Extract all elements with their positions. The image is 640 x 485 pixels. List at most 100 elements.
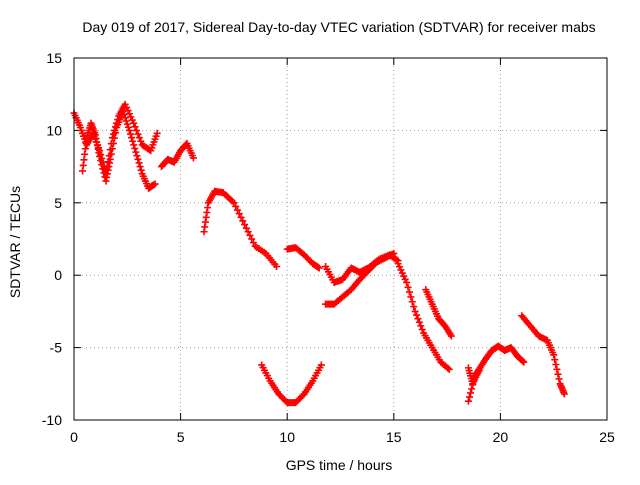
data-point bbox=[121, 114, 129, 122]
data-point bbox=[131, 145, 139, 152]
data-point bbox=[153, 129, 161, 137]
data-point bbox=[475, 367, 483, 375]
data-point bbox=[445, 365, 453, 373]
series-seg3 bbox=[157, 139, 197, 171]
data-point bbox=[417, 322, 425, 330]
data-point bbox=[112, 129, 120, 137]
data-point bbox=[447, 332, 455, 340]
data-point bbox=[151, 180, 159, 188]
data-point bbox=[398, 269, 406, 277]
data-point bbox=[98, 161, 106, 169]
data-point bbox=[404, 283, 412, 291]
data-point bbox=[519, 357, 527, 365]
data-point bbox=[119, 108, 127, 116]
data-point bbox=[244, 228, 252, 236]
data-point bbox=[109, 139, 117, 147]
data-point bbox=[317, 361, 325, 369]
data-point bbox=[133, 152, 141, 160]
data-point bbox=[401, 275, 409, 283]
data-point bbox=[124, 107, 132, 115]
data-point bbox=[239, 217, 247, 225]
data-point bbox=[411, 307, 419, 315]
data-point bbox=[249, 239, 257, 247]
data-point bbox=[552, 360, 560, 368]
data-point bbox=[232, 202, 240, 210]
data-point bbox=[233, 206, 241, 214]
data-point bbox=[133, 126, 141, 134]
data-point bbox=[128, 116, 136, 124]
series-seg11 bbox=[464, 342, 528, 405]
data-point bbox=[128, 134, 136, 142]
y-tick-label: 0 bbox=[54, 267, 62, 283]
data-point bbox=[408, 298, 416, 306]
data-point bbox=[414, 315, 422, 323]
x-tick-label: 10 bbox=[279, 429, 295, 445]
data-point bbox=[403, 278, 411, 286]
data-point bbox=[248, 235, 256, 243]
data-point bbox=[553, 365, 561, 373]
data-point bbox=[468, 385, 476, 393]
data-point bbox=[405, 288, 413, 296]
series-seg12 bbox=[464, 364, 483, 388]
data-point bbox=[121, 100, 129, 108]
data-point bbox=[99, 165, 107, 173]
y-axis-label: SDTVAR / TECUs bbox=[7, 186, 23, 298]
data-point bbox=[125, 126, 133, 134]
data-point bbox=[100, 169, 108, 177]
data-point bbox=[106, 155, 114, 163]
data-point bbox=[123, 103, 131, 111]
data-point bbox=[135, 159, 143, 167]
data-point bbox=[130, 141, 138, 149]
data-point bbox=[189, 154, 197, 162]
data-point bbox=[134, 155, 142, 163]
data-point bbox=[551, 356, 559, 364]
x-tick-label: 20 bbox=[493, 429, 509, 445]
series-seg7 bbox=[322, 249, 398, 308]
data-point bbox=[464, 397, 472, 405]
data-point bbox=[465, 393, 473, 401]
data-point bbox=[137, 137, 145, 145]
x-axis-label: GPS time / hours bbox=[286, 457, 393, 473]
data-point bbox=[390, 249, 398, 257]
x-tick-label: 25 bbox=[599, 429, 615, 445]
data-point bbox=[137, 166, 145, 174]
data-point bbox=[520, 358, 528, 366]
data-point bbox=[413, 311, 421, 319]
data-point bbox=[131, 123, 139, 131]
plot-frame bbox=[73, 57, 608, 421]
data-point bbox=[554, 370, 562, 378]
y-tick-label: 5 bbox=[54, 195, 62, 211]
data-point bbox=[130, 119, 138, 127]
series-seg8 bbox=[394, 260, 453, 373]
data-point bbox=[134, 130, 142, 138]
x-tick-label: 0 bbox=[70, 429, 78, 445]
data-point bbox=[97, 157, 105, 165]
data-point bbox=[299, 391, 307, 399]
chart-title: Day 019 of 2017, Sidereal Day-to-day VTE… bbox=[82, 19, 595, 35]
data-point bbox=[107, 150, 115, 158]
data-point bbox=[415, 318, 423, 326]
y-tick-label: -5 bbox=[50, 340, 63, 356]
x-tick-label: 5 bbox=[177, 429, 185, 445]
data-point bbox=[397, 266, 405, 274]
data-point bbox=[127, 113, 135, 121]
series-seg13 bbox=[518, 312, 568, 398]
data-point bbox=[123, 120, 131, 128]
data-point bbox=[108, 145, 116, 153]
data-point bbox=[315, 264, 323, 272]
series-seg4 bbox=[200, 187, 281, 271]
series-seg2 bbox=[79, 108, 159, 192]
data-point bbox=[136, 163, 144, 171]
data-point bbox=[132, 148, 140, 156]
data-point bbox=[124, 123, 132, 131]
series-seg9 bbox=[422, 286, 455, 340]
data-point bbox=[135, 134, 143, 142]
data-point bbox=[273, 263, 281, 271]
data-point bbox=[467, 389, 475, 397]
data-point bbox=[237, 213, 245, 221]
data-point bbox=[230, 199, 238, 207]
data-point bbox=[555, 375, 563, 383]
data-point bbox=[444, 364, 452, 372]
data-point bbox=[129, 137, 137, 145]
